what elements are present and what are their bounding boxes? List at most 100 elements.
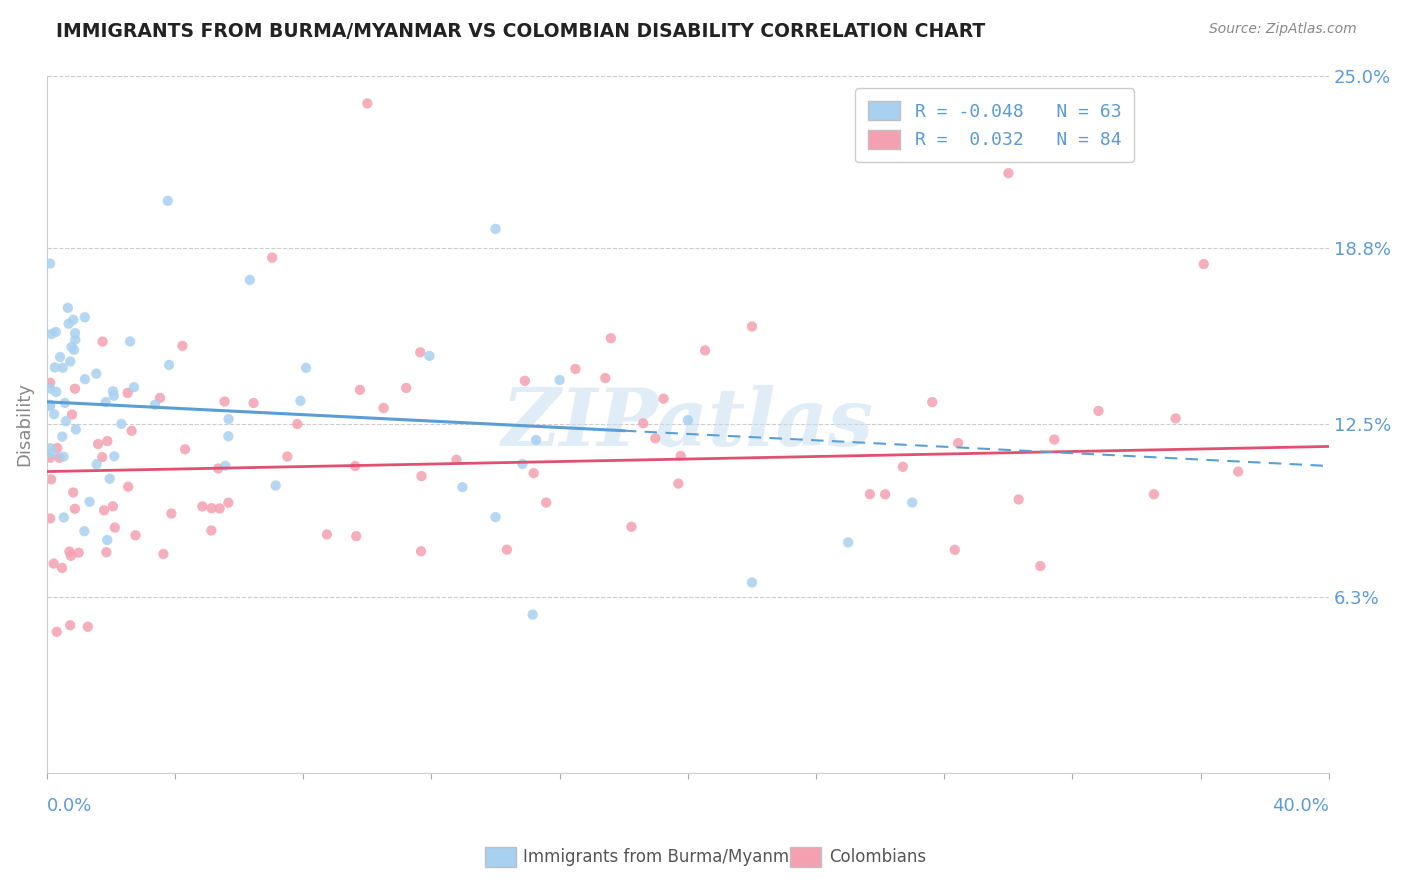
Point — [859, 487, 882, 501]
Point — [548, 373, 571, 387]
Point — [891, 459, 914, 474]
Point — [901, 495, 924, 509]
Point — [98, 472, 121, 486]
Text: 0.0%: 0.0% — [46, 797, 93, 815]
Point — [373, 401, 395, 415]
Point — [496, 542, 519, 557]
Point — [595, 371, 617, 385]
Point — [104, 520, 127, 534]
Point — [49, 350, 72, 364]
Point — [149, 391, 172, 405]
Point — [513, 374, 536, 388]
Point — [411, 469, 433, 483]
Point — [1143, 487, 1166, 501]
Point — [652, 392, 675, 406]
Point — [42, 557, 65, 571]
Point — [52, 360, 75, 375]
Point — [79, 495, 101, 509]
Point — [564, 362, 586, 376]
Point — [264, 478, 287, 492]
Point — [534, 495, 557, 509]
Point — [695, 343, 717, 358]
Point — [39, 441, 62, 455]
Point — [63, 326, 86, 340]
Point — [86, 457, 108, 471]
Point — [45, 325, 67, 339]
Point — [46, 441, 69, 455]
Point — [62, 313, 84, 327]
Point — [76, 620, 98, 634]
Point — [943, 542, 966, 557]
Point — [1192, 257, 1215, 271]
Point — [101, 384, 124, 399]
Point — [344, 529, 367, 543]
Point — [124, 528, 146, 542]
Point — [63, 501, 86, 516]
Point — [52, 510, 75, 524]
Point — [63, 382, 86, 396]
Point — [39, 398, 62, 412]
Point — [218, 412, 240, 426]
Point — [451, 480, 474, 494]
Point — [96, 545, 118, 559]
Point — [152, 547, 174, 561]
Point — [65, 422, 87, 436]
Point — [349, 383, 371, 397]
Point — [295, 360, 318, 375]
Point — [837, 535, 859, 549]
Legend: R = -0.048   N = 63, R =  0.032   N = 84: R = -0.048 N = 63, R = 0.032 N = 84 — [855, 88, 1135, 162]
Point — [666, 476, 689, 491]
Point — [741, 319, 763, 334]
Y-axis label: Disability: Disability — [15, 382, 32, 467]
Point — [93, 503, 115, 517]
Text: IMMIGRANTS FROM BURMA/MYANMAR VS COLOMBIAN DISABILITY CORRELATION CHART: IMMIGRANTS FROM BURMA/MYANMAR VS COLOMBI… — [56, 22, 986, 41]
Point — [39, 382, 62, 396]
Point — [1227, 465, 1250, 479]
Point — [316, 527, 339, 541]
Text: Immigrants from Burma/Myanmar: Immigrants from Burma/Myanmar — [523, 848, 806, 866]
Text: 40.0%: 40.0% — [1272, 797, 1329, 815]
Point — [94, 395, 117, 409]
Point — [62, 485, 84, 500]
Point — [997, 166, 1019, 180]
Point — [946, 436, 969, 450]
Point — [156, 194, 179, 208]
Point — [285, 417, 308, 431]
Point — [110, 417, 132, 431]
Point — [39, 376, 62, 390]
Point — [1029, 559, 1052, 574]
Point — [201, 501, 224, 516]
Point — [207, 461, 229, 475]
Point — [409, 544, 432, 558]
Point — [96, 434, 118, 449]
Point — [39, 472, 62, 486]
Point — [87, 437, 110, 451]
Point — [39, 256, 62, 270]
Point — [344, 458, 367, 473]
Point — [53, 396, 76, 410]
Point — [631, 417, 654, 431]
Point — [91, 450, 114, 465]
Point — [58, 317, 80, 331]
Point — [39, 450, 62, 465]
Point — [73, 524, 96, 539]
Point — [55, 414, 77, 428]
Point — [524, 433, 547, 447]
Point — [73, 310, 96, 325]
Point — [484, 222, 506, 236]
Point — [63, 343, 86, 357]
Point — [65, 333, 87, 347]
Point — [67, 546, 90, 560]
Point — [73, 372, 96, 386]
Point — [191, 500, 214, 514]
Point — [52, 450, 75, 464]
Point — [103, 389, 125, 403]
Point — [174, 442, 197, 457]
Point — [217, 496, 239, 510]
Point — [58, 544, 80, 558]
Point — [208, 501, 231, 516]
Point — [172, 339, 194, 353]
Point — [214, 458, 236, 473]
Point — [84, 367, 107, 381]
Point — [1164, 411, 1187, 425]
